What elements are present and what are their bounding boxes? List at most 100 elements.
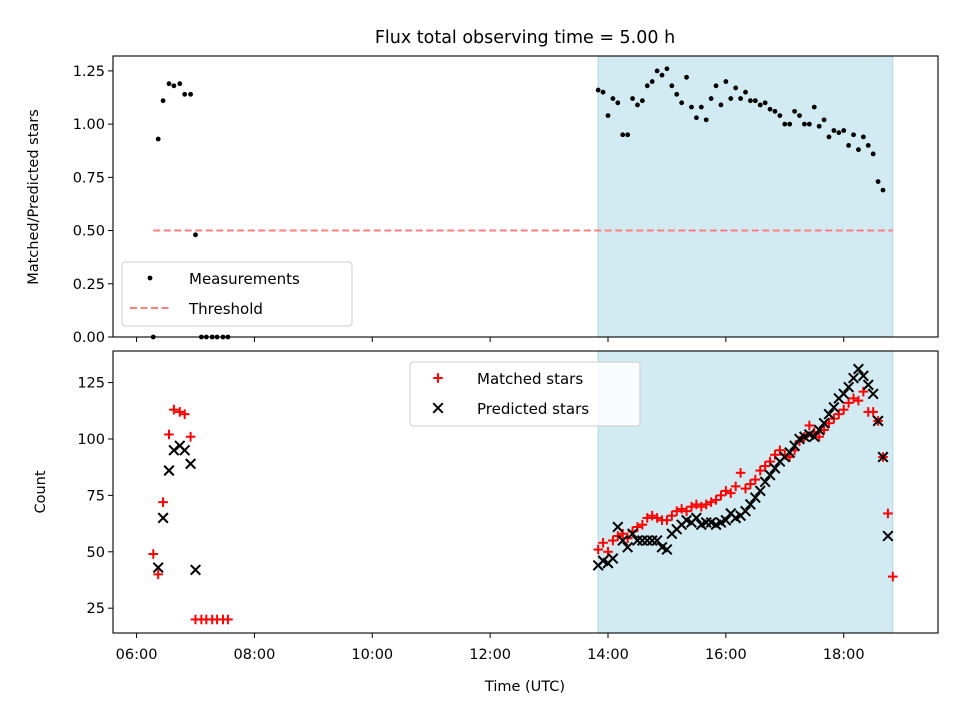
y-tick-label: 0.75 [73,170,105,186]
data-point [797,113,802,119]
data-point [148,549,159,559]
data-point [716,490,726,501]
data-point [856,147,861,153]
legend-swatch [147,275,153,281]
data-point [806,121,812,127]
data-point-b [622,541,634,553]
legend-swatch [433,373,443,383]
data-point [750,474,761,485]
data-point-shape [689,104,694,110]
data-point [595,87,601,93]
data-point [635,102,640,108]
data-point-shape [160,98,166,104]
data-point [179,409,190,419]
data-point-shape [738,96,743,101]
data-point-shape [816,123,822,129]
data-point [857,370,869,382]
data-point [641,534,653,547]
data-point [838,388,850,400]
data-point [608,535,618,546]
data-point-b [789,440,801,452]
data-point [636,534,648,547]
data-point [843,381,855,393]
top-panel: Flux total observing time = 5.00 h 0.00 0… [26,28,939,346]
data-point-shape [723,79,729,84]
data-point-b [739,505,752,517]
data-point [155,136,161,142]
data-point [868,407,878,417]
data-point-shape [615,100,621,106]
data-point-b [803,428,815,440]
bottom-y-axis-label: Count [33,470,49,513]
data-point-shape [806,121,812,127]
data-point [644,83,650,89]
data-point [667,510,677,521]
data-point [725,488,736,498]
data-point [740,483,751,494]
data-point [739,505,752,517]
data-point [870,151,876,157]
data-point-shape [836,130,842,136]
data-point [617,534,629,547]
data-point [804,420,815,431]
top-legend: Measurements Threshold [121,261,353,327]
data-point-b [818,417,830,429]
data-point [721,486,731,496]
data-point [851,132,856,138]
data-point-b [631,534,643,547]
data-point-b [636,534,648,547]
data-point-b [759,476,771,488]
legend-label: Predicted stars [477,400,589,418]
y-tick-label: 125 [77,376,105,392]
data-point-shape [595,87,601,93]
data-point [625,132,631,138]
data-point [882,530,894,542]
data-point [888,571,898,582]
data-point [615,100,621,106]
data-point [757,102,763,108]
data-point-b [828,401,840,413]
data-point [828,401,840,413]
legend-label: Matched stars [477,370,583,388]
data-point-shape [797,113,802,119]
data-point-b [744,498,756,510]
data-point [693,115,699,121]
data-point [718,102,724,108]
data-point [836,130,842,136]
data-point-b [769,462,781,474]
data-point [631,534,643,547]
data-point [819,425,829,435]
data-point [620,132,626,138]
data-point [813,424,825,436]
x-tick-label: 12:00 [469,647,511,663]
data-point [738,96,743,101]
data-point [179,444,191,456]
data-point-shape [875,179,881,184]
top-y-axis-label: Matched/Predicted stars [26,109,42,285]
data-point-shape [851,132,856,138]
data-point-shape [748,98,753,104]
data-point-shape [635,102,640,108]
data-point [860,134,866,140]
data-point-b [612,521,624,533]
data-point-shape [772,108,778,114]
data-point [752,98,758,104]
data-point-b [848,372,860,384]
data-point-shape [777,113,783,119]
y-tick-label: 75 [87,488,105,504]
data-point-shape [693,115,699,121]
data-point [789,440,801,452]
data-point-shape [625,132,631,138]
data-point [760,461,770,471]
data-point [157,512,169,524]
data-point [646,534,658,547]
data-point [661,544,673,556]
data-point [865,143,871,148]
data-point [883,508,893,519]
data-point-b [813,424,825,436]
data-point [743,89,748,95]
data-point-shape [703,117,709,123]
data-point [610,96,616,101]
data-point [787,121,793,127]
data-point [838,404,849,415]
